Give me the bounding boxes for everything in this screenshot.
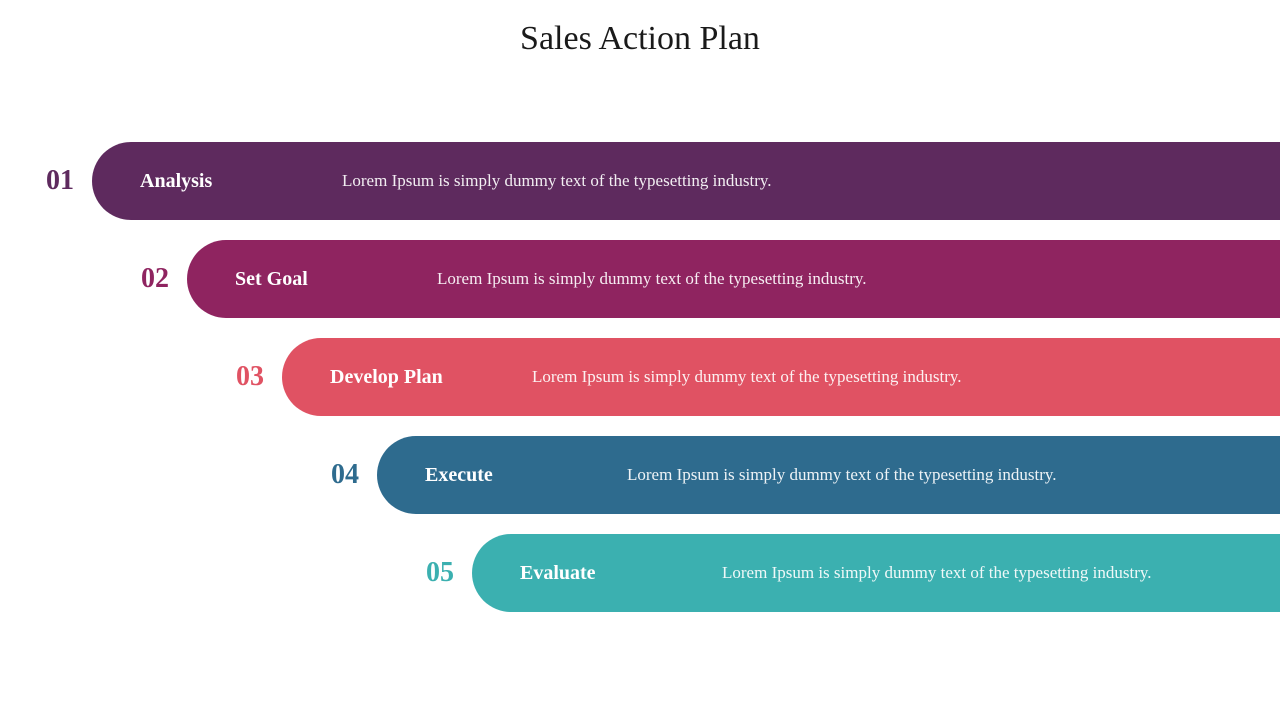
slide: Sales Action Plan 01AnalysisLorem Ipsum … [0,0,1280,720]
step-number: 05 [417,557,472,589]
step-row: 05EvaluateLorem Ipsum is simply dummy te… [0,534,1280,612]
step-description: Lorem Ipsum is simply dummy text of the … [532,367,1280,387]
step-label: Analysis [92,170,342,193]
step-bar: Set GoalLorem Ipsum is simply dummy text… [187,240,1280,318]
step-label: Evaluate [472,562,722,585]
step-bar: ExecuteLorem Ipsum is simply dummy text … [377,436,1280,514]
step-bar: EvaluateLorem Ipsum is simply dummy text… [472,534,1280,612]
step-number: 04 [322,459,377,491]
slide-title: Sales Action Plan [0,20,1280,58]
step-bar: AnalysisLorem Ipsum is simply dummy text… [92,142,1280,220]
step-description: Lorem Ipsum is simply dummy text of the … [342,171,1280,191]
step-bar: Develop PlanLorem Ipsum is simply dummy … [282,338,1280,416]
step-description: Lorem Ipsum is simply dummy text of the … [437,269,1280,289]
step-number: 01 [37,165,92,197]
step-number: 02 [132,263,187,295]
step-label: Develop Plan [282,366,532,389]
step-description: Lorem Ipsum is simply dummy text of the … [627,465,1280,485]
step-label: Set Goal [187,268,437,291]
step-row: 03Develop PlanLorem Ipsum is simply dumm… [0,338,1280,416]
step-number: 03 [227,361,282,393]
step-row: 01AnalysisLorem Ipsum is simply dummy te… [0,142,1280,220]
step-description: Lorem Ipsum is simply dummy text of the … [722,563,1280,583]
step-row: 02Set GoalLorem Ipsum is simply dummy te… [0,240,1280,318]
step-row: 04ExecuteLorem Ipsum is simply dummy tex… [0,436,1280,514]
step-label: Execute [377,464,627,487]
